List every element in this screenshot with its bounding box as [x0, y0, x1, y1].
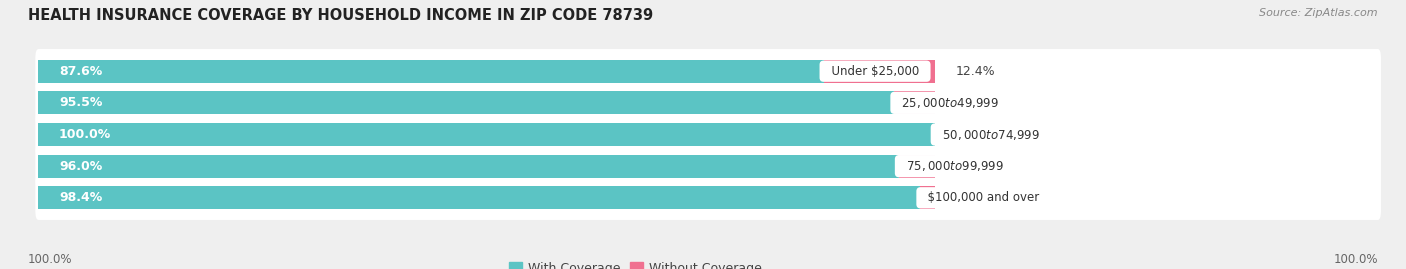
Bar — [898, 155, 935, 178]
Bar — [38, 91, 894, 114]
FancyBboxPatch shape — [35, 81, 1381, 125]
Bar — [38, 123, 935, 146]
Bar — [38, 60, 824, 83]
Text: 98.4%: 98.4% — [59, 191, 103, 204]
Bar — [894, 91, 935, 114]
Text: 100.0%: 100.0% — [59, 128, 111, 141]
FancyBboxPatch shape — [35, 144, 1381, 188]
Legend: With Coverage, Without Coverage: With Coverage, Without Coverage — [505, 257, 766, 269]
Bar — [38, 186, 921, 209]
Text: 87.6%: 87.6% — [59, 65, 103, 78]
FancyBboxPatch shape — [35, 176, 1381, 220]
Text: 100.0%: 100.0% — [1333, 253, 1378, 266]
Text: $50,000 to $74,999: $50,000 to $74,999 — [935, 128, 1045, 141]
Text: Source: ZipAtlas.com: Source: ZipAtlas.com — [1260, 8, 1378, 18]
FancyBboxPatch shape — [35, 49, 1381, 93]
Text: HEALTH INSURANCE COVERAGE BY HOUSEHOLD INCOME IN ZIP CODE 78739: HEALTH INSURANCE COVERAGE BY HOUSEHOLD I… — [28, 8, 654, 23]
Text: $25,000 to $49,999: $25,000 to $49,999 — [894, 96, 1004, 110]
Text: 12.4%: 12.4% — [956, 65, 995, 78]
Text: 1.6%: 1.6% — [956, 191, 987, 204]
Text: $75,000 to $99,999: $75,000 to $99,999 — [898, 159, 1008, 173]
Text: 100.0%: 100.0% — [28, 253, 73, 266]
Bar — [824, 60, 935, 83]
Text: Under $25,000: Under $25,000 — [824, 65, 927, 78]
Bar — [38, 155, 898, 178]
Text: 4.5%: 4.5% — [956, 96, 987, 109]
Bar — [921, 186, 935, 209]
FancyBboxPatch shape — [35, 112, 1381, 157]
Text: 4.0%: 4.0% — [956, 160, 987, 173]
Text: 95.5%: 95.5% — [59, 96, 103, 109]
Text: $100,000 and over: $100,000 and over — [921, 191, 1047, 204]
Text: 0.0%: 0.0% — [956, 128, 987, 141]
Text: 96.0%: 96.0% — [59, 160, 103, 173]
